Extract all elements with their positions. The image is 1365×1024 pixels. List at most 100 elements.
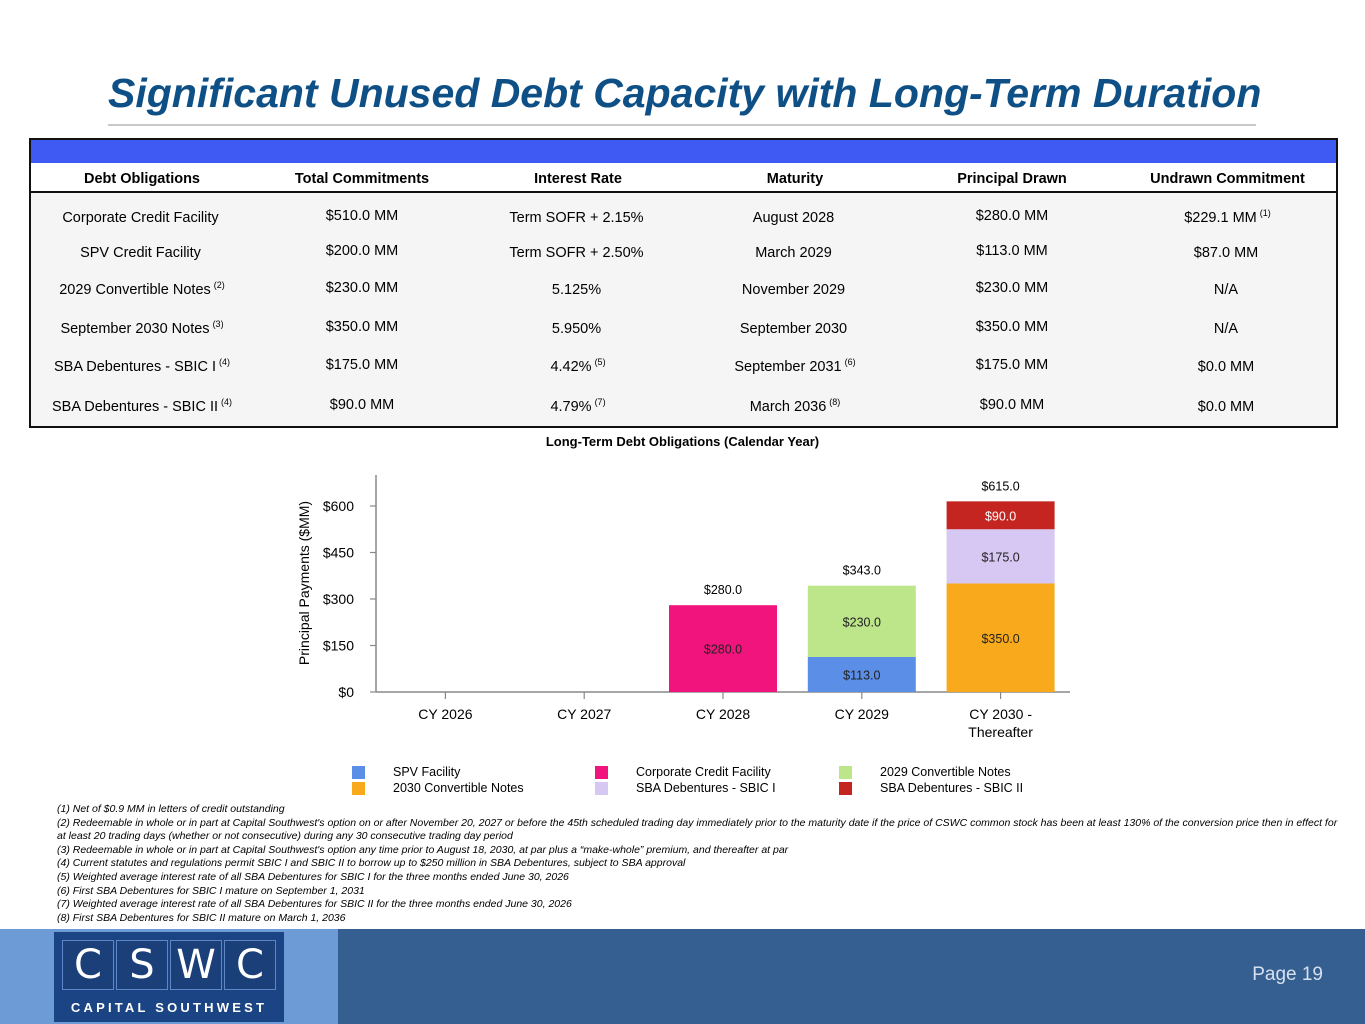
footnote-line: (6) First SBA Debentures for SBIC I matu… (57, 884, 365, 897)
cell-commitments: $200.0 MM (253, 243, 471, 259)
cell-maturity-text: March 2029 (755, 245, 832, 261)
cell-commitments-text: $200.0 MM (325, 243, 399, 259)
bar-data-label: $280.0 (704, 643, 742, 657)
cell-undrawn-text: $0.0 MM (1197, 399, 1255, 415)
footnote-line: (2) Redeemable in whole or in part at Ca… (57, 816, 1338, 843)
bar-segment (807, 656, 916, 692)
title-divider (108, 124, 1256, 126)
bar-segment (946, 501, 1055, 530)
cell-maturity: November 2029 (685, 280, 905, 298)
table-header-row: Debt Obligations Total Commitments Inter… (31, 163, 1336, 193)
cell-undrawn: $229.1 MM (1) (1119, 208, 1336, 226)
x-tick-label: CY 2029 (835, 706, 889, 722)
cell-undrawn: N/A (1119, 319, 1336, 337)
bar-segment (669, 605, 777, 692)
cell-commitments-text: $350.0 MM (325, 319, 399, 335)
cell-interest-rate: 4.42% (5) (471, 357, 685, 375)
cell-obligation: September 2030 Notes (3) (31, 319, 253, 337)
footnote-marker: (1) (1259, 208, 1271, 218)
cell-principal-drawn: $280.0 MM (905, 208, 1119, 224)
cell-maturity: September 2031 (6) (685, 357, 905, 375)
cell-commitments-text: $510.0 MM (325, 208, 399, 224)
cell-obligation: SPV Credit Facility (31, 243, 253, 261)
cell-interest-rate: 5.950% (471, 319, 685, 337)
cell-obligation: SBA Debentures - SBIC I (4) (31, 357, 253, 375)
cell-interest-rate-text: 4.79% (550, 399, 592, 415)
logo-letter: C (62, 940, 114, 990)
footnote-marker: (2) (213, 280, 225, 290)
logo-letter: C (224, 940, 276, 990)
bar-segment (946, 529, 1055, 584)
footnote-line: (3) Redeemable in whole or in part at Ca… (57, 843, 789, 856)
cell-interest-rate: Term SOFR + 2.15% (471, 208, 685, 226)
chart-legend: SPV Facility Corporate Credit Facility 202… (352, 765, 1072, 799)
cell-interest-rate: 5.125% (471, 280, 685, 298)
cell-obligation-text: SBA Debentures - SBIC I (54, 359, 216, 375)
header-interest-rate: Interest Rate (534, 171, 622, 187)
footnote-marker: (4) (219, 357, 230, 367)
cell-obligation: Corporate Credit Facility (31, 208, 253, 226)
x-tick-label: CY 2030 - (969, 706, 1032, 722)
footnotes: (1) Net of $0.9 MM in letters of credit … (57, 803, 1347, 925)
cell-principal-drawn-text: $350.0 MM (975, 319, 1049, 335)
cell-interest-rate: Term SOFR + 2.50% (471, 243, 685, 261)
x-tick-label: CY 2027 (557, 706, 611, 722)
y-tick-label: $300 (323, 591, 354, 607)
logo-letter-blocks: C S W C (62, 940, 276, 990)
cell-maturity: March 2036 (8) (685, 397, 905, 415)
cell-maturity: March 2029 (685, 243, 905, 261)
legend-label: SPV Facility (393, 765, 461, 779)
footnote-line: (7) Weighted average interest rate of al… (57, 898, 572, 911)
cell-obligation: 2029 Convertible Notes (2) (31, 280, 253, 298)
logo-letter: S (116, 940, 168, 990)
chart-title: Long-Term Debt Obligations (Calendar Yea… (545, 434, 820, 449)
cell-commitments: $350.0 MM (253, 319, 471, 335)
header-principal-drawn: Principal Drawn (957, 171, 1067, 187)
footnote-line: (1) Net of $0.9 MM in letters of credit … (57, 803, 285, 815)
y-tick-label: $600 (323, 498, 354, 514)
legend-swatch (595, 766, 608, 779)
bar-segment (807, 585, 916, 657)
bar-data-label: $90.0 (985, 509, 1016, 523)
cell-principal-drawn-text: $175.0 MM (975, 357, 1049, 373)
debt-obligations-table: Debt Obligations Total Commitments Inter… (29, 138, 1338, 428)
legend-label: 2029 Convertible Notes (880, 765, 1011, 779)
y-tick-label: $0 (338, 684, 354, 700)
cell-principal-drawn-text: $280.0 MM (975, 208, 1049, 224)
legend-swatch (352, 782, 365, 795)
cell-interest-rate-text: Term SOFR + 2.15% (509, 210, 644, 226)
cswc-logo: C S W C CAPITAL SOUTHWEST (54, 932, 284, 1022)
cell-commitments: $230.0 MM (253, 280, 471, 296)
legend-label: 2030 Convertible Notes (393, 781, 524, 795)
cell-maturity-text: March 2036 (749, 399, 827, 415)
cell-maturity: September 2030 (685, 319, 905, 337)
cell-principal-drawn: $90.0 MM (905, 397, 1119, 413)
legend-swatch (839, 766, 852, 779)
legend-label: Corporate Credit Facility (636, 765, 771, 779)
cell-principal-drawn-text: $230.0 MM (975, 280, 1049, 296)
legend-swatch (839, 782, 852, 795)
cell-undrawn-text: $87.0 MM (1193, 245, 1259, 261)
table-row: Corporate Credit Facility $510.0 MM Term S… (31, 208, 1336, 228)
footnote-marker: (5) (594, 357, 606, 367)
cell-obligation-text: SBA Debentures - SBIC II (51, 399, 219, 415)
footnote-line: (5) Weighted average interest rate of al… (57, 870, 569, 883)
footnote-marker: (6) (844, 357, 856, 367)
legend-swatch (352, 766, 365, 779)
cell-commitments-text: $90.0 MM (329, 397, 395, 413)
debt-maturity-chart: $0 $150 $300 $450 $600 Principal Payments ($M… (296, 475, 1070, 740)
y-tick-label: $450 (323, 545, 354, 561)
x-tick-label: CY 2028 (696, 706, 750, 722)
cell-principal-drawn: $230.0 MM (905, 280, 1119, 296)
cell-interest-rate-text: 5.950% (551, 321, 602, 337)
table-row: SBA Debentures - SBIC I (4) $175.0 MM 4.42%… (31, 357, 1336, 377)
bar-total-label: $343.0 (843, 564, 881, 578)
footnote-marker: (3) (212, 319, 224, 329)
footnote-line: (8) First SBA Debentures for SBIC II mat… (57, 911, 346, 924)
cell-obligation-text: September 2030 Notes (60, 321, 210, 337)
cell-interest-rate-text: Term SOFR + 2.50% (509, 245, 644, 261)
cell-commitments: $90.0 MM (253, 397, 471, 413)
cell-obligation-text: SPV Credit Facility (80, 245, 201, 261)
cell-undrawn-text: $229.1 MM (1184, 210, 1257, 226)
table-row: SBA Debentures - SBIC II (4) $90.0 MM 4.79%… (31, 397, 1336, 417)
